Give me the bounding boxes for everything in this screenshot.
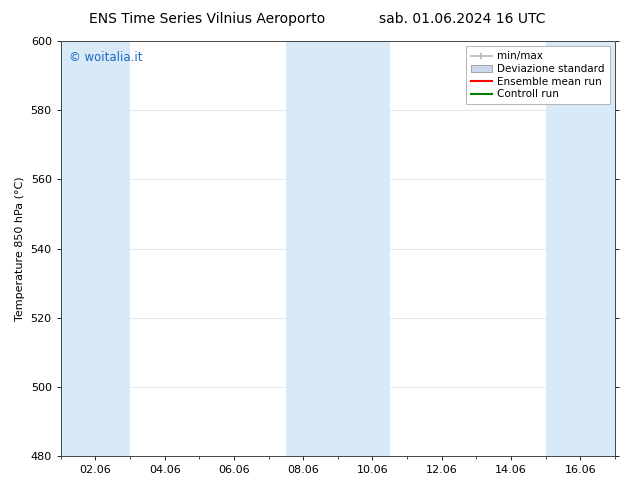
- Bar: [286, 41, 355, 456]
- Bar: [355, 41, 390, 456]
- Bar: [546, 41, 615, 456]
- Text: sab. 01.06.2024 16 UTC: sab. 01.06.2024 16 UTC: [378, 12, 545, 26]
- Legend: min/max, Deviazione standard, Ensemble mean run, Controll run: min/max, Deviazione standard, Ensemble m…: [465, 46, 610, 104]
- Text: ENS Time Series Vilnius Aeroporto: ENS Time Series Vilnius Aeroporto: [89, 12, 325, 26]
- Bar: [61, 41, 130, 456]
- Text: © woitalia.it: © woitalia.it: [69, 51, 143, 64]
- Y-axis label: Temperature 850 hPa (°C): Temperature 850 hPa (°C): [15, 176, 25, 321]
